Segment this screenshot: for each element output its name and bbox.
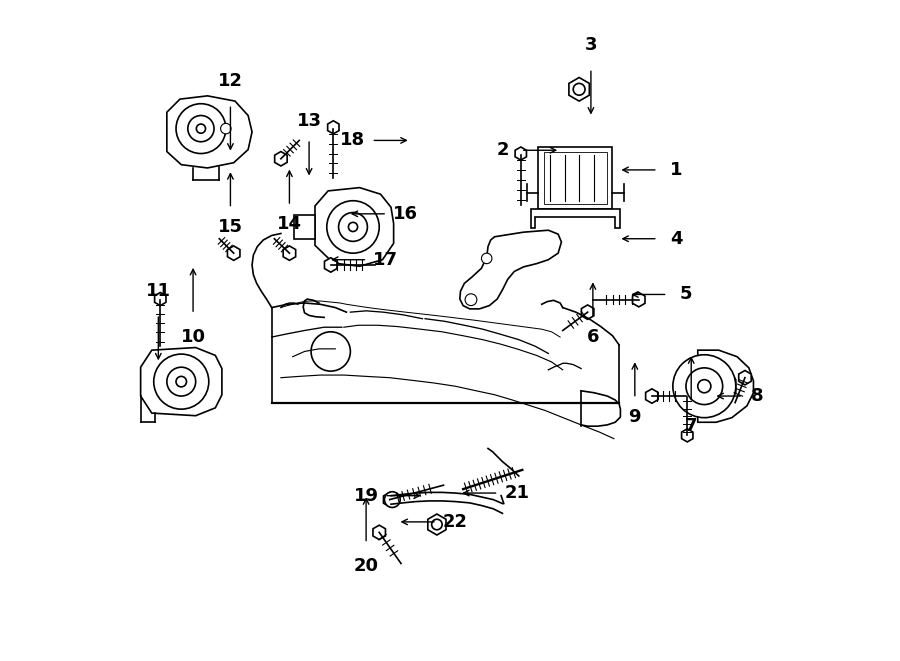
Text: 2: 2 [496,141,508,159]
Circle shape [384,492,400,508]
Polygon shape [460,230,562,309]
Polygon shape [166,96,252,168]
Circle shape [432,520,442,529]
Circle shape [154,354,209,409]
Circle shape [686,368,723,405]
Polygon shape [698,350,753,422]
Circle shape [465,293,477,305]
Text: 17: 17 [374,251,399,269]
Circle shape [673,355,736,418]
Text: 14: 14 [277,215,302,233]
Text: 1: 1 [670,161,682,179]
Polygon shape [140,348,222,416]
Text: 4: 4 [670,230,682,248]
FancyBboxPatch shape [538,147,612,210]
Circle shape [348,222,357,231]
Text: 21: 21 [504,484,529,502]
Text: 10: 10 [181,328,205,346]
Circle shape [176,376,186,387]
Circle shape [573,83,585,95]
Text: 8: 8 [751,387,763,405]
Text: 18: 18 [340,132,365,149]
Circle shape [338,213,367,241]
Text: 12: 12 [218,73,243,91]
Text: 11: 11 [146,282,171,300]
Text: 13: 13 [297,112,321,130]
Text: 15: 15 [218,218,243,236]
Polygon shape [294,215,315,239]
Circle shape [327,201,379,253]
Polygon shape [315,188,393,266]
Circle shape [176,104,226,153]
Circle shape [698,379,711,393]
Polygon shape [531,210,620,227]
Circle shape [188,116,214,141]
Circle shape [166,368,195,396]
Text: 19: 19 [354,486,379,504]
Text: 16: 16 [393,205,418,223]
FancyBboxPatch shape [544,152,607,204]
Text: 9: 9 [628,408,641,426]
Circle shape [220,124,231,134]
Text: 6: 6 [587,328,599,346]
Text: 20: 20 [354,557,379,576]
Circle shape [196,124,205,134]
Circle shape [311,332,350,371]
Circle shape [482,253,492,264]
Text: 3: 3 [585,36,598,54]
Text: 5: 5 [680,286,692,303]
Text: 22: 22 [443,513,468,531]
Text: 7: 7 [685,416,698,434]
